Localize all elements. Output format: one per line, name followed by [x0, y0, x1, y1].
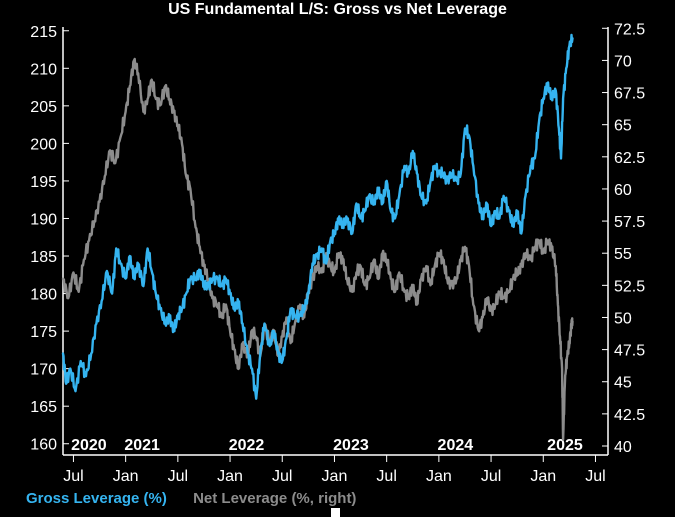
- year-label: 2021: [124, 437, 160, 454]
- right-axis-tick-label: 70: [614, 53, 632, 70]
- right-axis-tick-label: 42.5: [614, 407, 645, 424]
- year-label: 2025: [547, 437, 583, 454]
- left-axis-tick-label: 195: [30, 174, 57, 191]
- chart-title: US Fundamental L/S: Gross vs Net Leverag…: [168, 1, 507, 18]
- left-axis-tick-label: 205: [30, 99, 57, 116]
- right-axis: 40 42.5 45 47.5 50 52.5 55 57.5 60 62.5 65 67.5 70 72…: [602, 21, 645, 456]
- series-line-gross-leverage: [61, 33, 574, 400]
- right-axis-tick-label: 65: [614, 118, 632, 135]
- right-axis-tick-label: 40: [614, 439, 632, 456]
- legend: Gross Leverage (%) Net Leverage (%, righ…: [26, 490, 378, 507]
- right-axis-tick-label: 55: [614, 246, 632, 263]
- left-axis-tick-label: 165: [30, 399, 57, 416]
- x-axis-tick-label: Jul: [481, 468, 501, 485]
- x-axis-tick-label: Jul: [168, 468, 188, 485]
- right-axis-tick-label: 47.5: [614, 343, 645, 360]
- legend-item-gross-leverage: Gross Leverage (%): [26, 490, 167, 507]
- series-line-net-leverage: [61, 57, 574, 441]
- year-label: 2020: [71, 437, 107, 454]
- right-axis-tick-label: 60: [614, 182, 632, 199]
- left-axis-tick-label: 210: [30, 61, 57, 78]
- x-axis-tick-label: Jan: [217, 468, 243, 485]
- series-group: [61, 33, 574, 441]
- scroll-marker: [331, 508, 340, 517]
- left-axis-tick-label: 200: [30, 136, 57, 153]
- year-label: 2023: [333, 437, 369, 454]
- x-axis-tick-label: Jul: [585, 468, 605, 485]
- left-axis-tick-label: 180: [30, 287, 57, 304]
- legend-item-net-leverage: Net Leverage (%, right): [193, 490, 357, 507]
- right-axis-tick-label: 52.5: [614, 278, 645, 295]
- left-axis-tick-label: 160: [30, 437, 57, 454]
- x-axis-tick-label: Jan: [426, 468, 452, 485]
- x-axis: Jul Jan Jul Jan Jul Jan Jul Jan Jul Jan Jul: [63, 455, 606, 485]
- x-axis-tick-label: Jul: [376, 468, 396, 485]
- x-axis-tick-label: Jul: [272, 468, 292, 485]
- x-axis-tick-label: Jul: [63, 468, 83, 485]
- right-axis-tick-label: 45: [614, 375, 632, 392]
- year-labels: 2020 2021 2022 2023 2024 2025: [71, 437, 583, 454]
- year-label: 2022: [229, 437, 265, 454]
- right-axis-tick-label: 57.5: [614, 214, 645, 231]
- left-axis-tick-label: 215: [30, 24, 57, 41]
- x-axis-tick-label: Jan: [322, 468, 348, 485]
- right-axis-tick-label: 67.5: [614, 86, 645, 103]
- left-axis-tick-label: 185: [30, 249, 57, 266]
- right-axis-tick-label: 62.5: [614, 150, 645, 167]
- left-axis-tick-label: 175: [30, 324, 57, 341]
- left-axis-tick-label: 170: [30, 362, 57, 379]
- x-axis-tick-label: Jan: [113, 468, 139, 485]
- left-axis-tick-label: 190: [30, 211, 57, 228]
- year-label: 2024: [438, 437, 474, 454]
- x-axis-tick-label: Jan: [530, 468, 556, 485]
- left-axis: 160 165 170 175 180 185 190 195 200 205 210 215: [30, 24, 69, 454]
- right-axis-tick-label: 50: [614, 310, 632, 327]
- right-axis-tick-label: 72.5: [614, 21, 645, 38]
